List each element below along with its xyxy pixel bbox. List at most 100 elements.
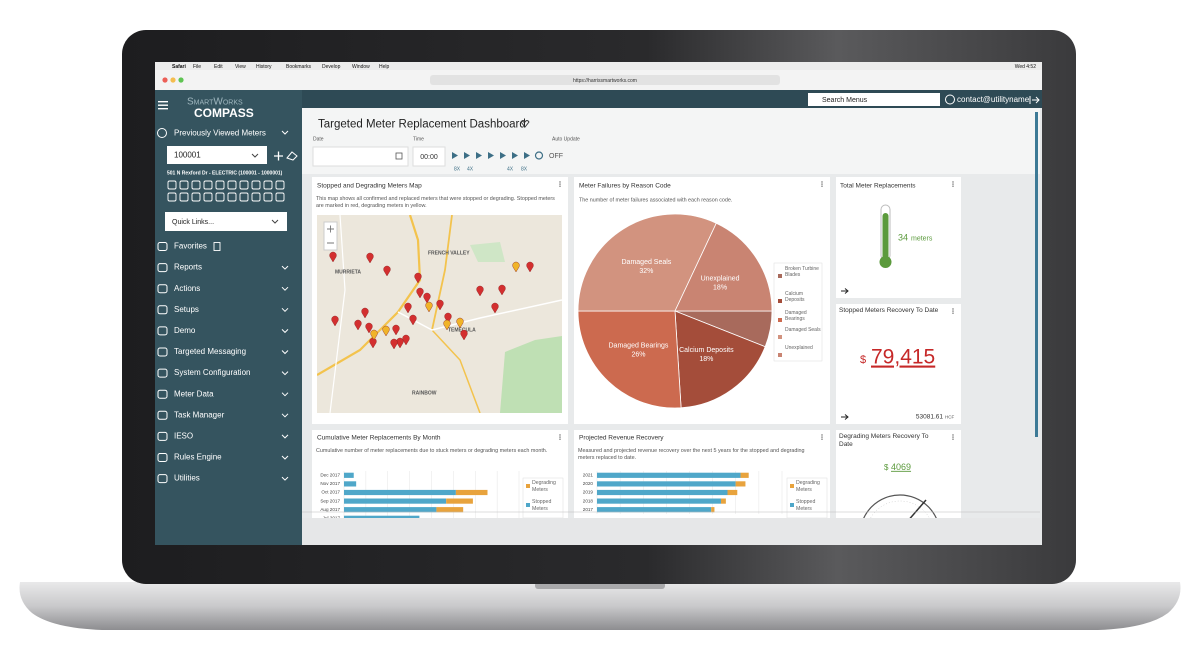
time-input[interactable] (412, 146, 446, 167)
meter-tool-icon[interactable] (203, 192, 213, 202)
sidebar-menu-item[interactable]: Targeted Messaging (174, 347, 246, 356)
playback-button[interactable] (476, 152, 482, 159)
meter-tool-icon[interactable] (251, 192, 261, 202)
meter-tool-icon[interactable] (263, 192, 273, 202)
playback-button[interactable] (512, 152, 518, 159)
menu-item[interactable]: Help (379, 64, 390, 70)
user[interactable]: contact@utilityname (957, 95, 1030, 104)
map-pin[interactable] (456, 317, 464, 329)
hamburger-line[interactable] (158, 101, 168, 103)
search-box[interactable] (808, 93, 940, 106)
menu-item[interactable]: History (256, 64, 272, 70)
window-button[interactable] (162, 77, 168, 83)
map-pin[interactable] (436, 299, 444, 311)
sidebar-menu-item[interactable]: Favorites (174, 242, 207, 251)
map-pin[interactable] (512, 261, 520, 273)
map-pin[interactable] (354, 319, 362, 331)
help-icon[interactable] (945, 94, 955, 105)
meter-tool-icon[interactable] (239, 192, 249, 202)
map-pin[interactable] (491, 302, 499, 314)
map-pin[interactable] (416, 287, 424, 299)
add-icon[interactable] (274, 151, 283, 161)
map-pin[interactable] (404, 302, 412, 314)
meter-tool-icon[interactable] (227, 192, 237, 202)
map-pin[interactable] (444, 312, 452, 324)
sidebar-menu-item[interactable]: Meter Data (174, 389, 214, 398)
map-pin[interactable] (402, 334, 410, 346)
sidebar-menu-item[interactable]: Demo (174, 326, 196, 335)
meter-tool-icon[interactable] (179, 180, 189, 190)
logout-icon[interactable] (1029, 96, 1040, 104)
map-pin[interactable] (382, 325, 390, 337)
sidebar-menu-item[interactable]: IESO (174, 432, 193, 441)
meter-tool-icon[interactable] (227, 180, 237, 190)
playback-button[interactable] (488, 152, 494, 159)
auto-update-value[interactable]: OFF (549, 153, 563, 160)
map-pin[interactable] (361, 307, 369, 319)
meter-tool-icon[interactable] (191, 192, 201, 202)
menu-item[interactable]: Edit (214, 64, 223, 70)
meter-tool-icon[interactable] (167, 180, 177, 190)
time-value: 00:00 (420, 154, 438, 161)
meter-tool-icon[interactable] (263, 180, 273, 190)
arrow[interactable] (841, 288, 849, 294)
hamburger-line[interactable] (158, 108, 168, 110)
menu-item[interactable]: Develop (322, 64, 341, 70)
menu-item[interactable]: View (235, 64, 246, 70)
meter-tool-icon[interactable] (215, 192, 225, 202)
menu-item[interactable]: File (193, 64, 201, 70)
playback-button[interactable] (500, 152, 506, 159)
sidebar-menu-item[interactable]: System Configuration (174, 368, 250, 377)
meter-tool-icon[interactable] (167, 192, 177, 202)
sidebar-menu-item[interactable]: Utilities (174, 474, 200, 483)
playback-button[interactable] (452, 152, 458, 159)
degrading-value[interactable]: 4069 (891, 462, 911, 472)
quick-links[interactable] (165, 212, 287, 231)
map-pin[interactable] (392, 324, 400, 336)
menu-item[interactable]: Bookmarks (286, 64, 312, 70)
window-button[interactable] (170, 77, 176, 83)
map-pin[interactable] (526, 261, 534, 273)
map-pin[interactable] (331, 315, 339, 327)
meter-tool-icon[interactable] (203, 180, 213, 190)
arrow[interactable] (841, 414, 849, 420)
map-pin[interactable] (390, 338, 398, 350)
meter-select[interactable] (167, 146, 267, 164)
menu-item[interactable]: Window (352, 64, 370, 70)
map-pin[interactable] (498, 284, 506, 296)
url-bar[interactable] (430, 75, 780, 85)
map-pin[interactable] (370, 329, 378, 341)
playback-button[interactable] (524, 152, 530, 159)
map-pin[interactable] (460, 329, 468, 341)
map-pin[interactable] (414, 272, 422, 284)
meter-tool-icon[interactable] (179, 192, 189, 202)
meter-tool-icon[interactable] (191, 180, 201, 190)
favorite-heart[interactable] (520, 120, 530, 128)
recovery-amount[interactable]: 79,415 (871, 346, 935, 369)
settings-icon[interactable] (534, 151, 544, 160)
sidebar-menu-item[interactable]: Actions (174, 284, 200, 293)
meter-tool-icon[interactable] (239, 180, 249, 190)
map-pin[interactable] (366, 252, 374, 264)
map-pin[interactable] (409, 314, 417, 326)
meter-tool-icon[interactable] (215, 180, 225, 190)
map-pin[interactable] (476, 285, 484, 297)
eraser-icon[interactable] (286, 151, 298, 161)
map-pin[interactable] (443, 319, 451, 331)
date-input[interactable] (312, 146, 409, 167)
map-pin[interactable] (365, 322, 373, 334)
sidebar-menu-item[interactable]: Setups (174, 305, 199, 314)
map-pin[interactable] (383, 265, 391, 277)
meter-tool-icon[interactable] (275, 192, 285, 202)
meter-tool-icon[interactable] (275, 180, 285, 190)
window-button[interactable] (178, 77, 184, 83)
sidebar-menu-item[interactable]: Reports (174, 263, 202, 272)
hamburger-line[interactable] (158, 104, 168, 106)
playback-button[interactable] (464, 152, 470, 159)
sidebar-menu-item[interactable]: Rules Engine (174, 453, 222, 462)
map-pin[interactable] (423, 292, 431, 304)
map-pin[interactable] (329, 251, 337, 263)
meter-tool-icon[interactable] (251, 180, 261, 190)
sidebar-menu-item[interactable]: Task Manager (174, 410, 225, 419)
map-pin[interactable] (425, 301, 433, 313)
